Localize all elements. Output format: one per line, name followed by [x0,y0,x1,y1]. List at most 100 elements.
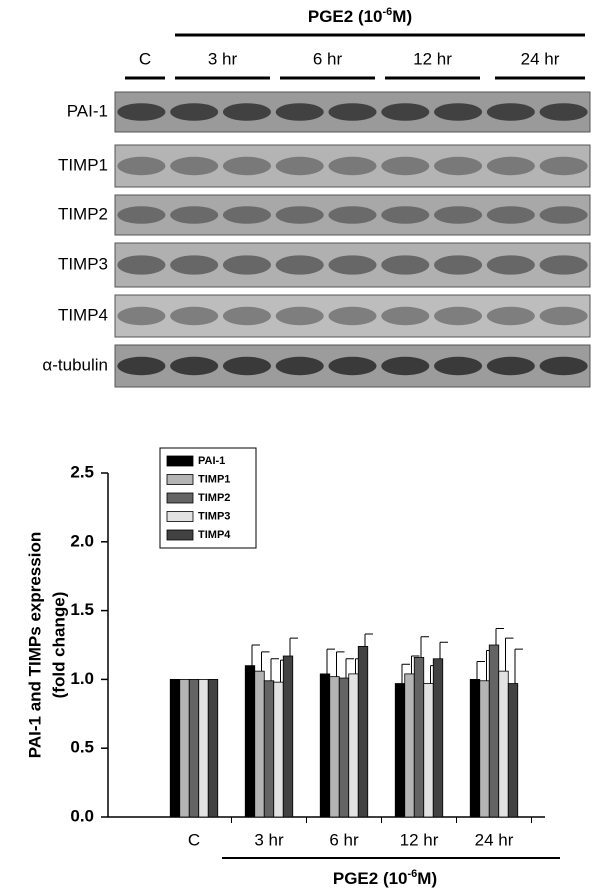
bar [498,670,509,818]
blot-band [381,103,430,121]
bar [179,679,190,818]
row-label: TIMP2 [58,204,108,223]
blot-band [275,156,324,176]
blot-band [434,156,483,176]
y-tick-label: 1.5 [70,600,94,619]
blot-band [486,356,535,376]
blot-title: PGE2 (10-6M) [308,6,412,27]
blot-band [434,206,483,224]
blot-band [170,156,219,176]
bar [282,655,294,818]
x-tick-label: 24 hr [475,830,514,849]
blot-band [381,156,430,176]
y-tick-label: 0.0 [70,806,94,825]
blot-band [170,356,219,376]
bar [244,665,256,818]
lane-label: 24 hr [521,49,560,68]
blot-band [328,156,377,176]
blot-band [486,255,535,275]
bar [263,680,275,818]
x-label-text: PGE2 (10 [333,869,408,888]
row-label: α-tubulin [42,355,108,374]
blot-band [434,255,483,275]
blot-band [275,356,324,376]
blot-band [539,356,588,376]
bar [338,677,350,818]
blot-band [539,103,588,121]
bar [207,679,219,818]
row-label: PAI-1 [67,101,108,120]
bar [348,673,359,818]
blot-band [222,156,271,176]
bar [413,656,425,818]
legend-label: PAI-1 [198,455,225,467]
bar [394,683,406,818]
y-tick-label: 2.0 [70,531,94,550]
bar [198,679,209,818]
blot-band [170,255,219,275]
blot-band [539,156,588,176]
bar [469,679,481,818]
x-tick-label: 6 hr [329,830,359,849]
bar [423,683,434,818]
legend-swatch [166,511,194,522]
blot-band [117,356,166,376]
row-label: TIMP1 [58,155,108,174]
blot-band [486,156,535,176]
bar [254,670,265,818]
blot-band [222,356,271,376]
blot-band [117,156,166,176]
y-axis-label: PAI-1 and TIMPs expression [25,532,44,758]
legend-label: TIMP3 [198,510,230,522]
blot-band [222,103,271,121]
blot-band [117,206,166,224]
blot-band [539,255,588,275]
bar [357,645,369,818]
blot-band [222,255,271,275]
x-tick-label: C [188,830,200,849]
blot-band [381,356,430,376]
bar [273,681,284,818]
bar [319,673,331,818]
lane-label: 3 hr [208,49,238,68]
legend-swatch [166,455,194,467]
bar [404,673,415,818]
legend-label: TIMP2 [198,492,230,504]
blot-band [486,306,535,326]
x-label-sup: -6 [408,868,418,880]
blot-title-text: M) [392,7,412,26]
bar [432,658,444,818]
y-tick-label: 0.5 [70,738,94,757]
x-axis-label: PGE2 (10-6M) [333,868,437,889]
blot-band [381,306,430,326]
legend-swatch [166,492,194,504]
lane-label: 6 hr [313,49,343,68]
y-axis-label: (fold change) [49,592,68,699]
blot-band [539,306,588,326]
blot-band [434,356,483,376]
legend-swatch [166,474,194,485]
blot-band [328,206,377,224]
blot-band [117,103,166,121]
x-tick-label: 3 hr [254,830,284,849]
blot-band [486,103,535,121]
blot-title-sup: -6 [383,6,393,18]
blot-band [117,255,166,275]
blot-band [381,206,430,224]
bar [188,679,200,818]
blot-band [328,103,377,121]
y-tick-label: 2.5 [70,462,94,481]
row-label: TIMP3 [58,254,108,273]
blot-band [381,255,430,275]
blot-band [275,306,324,326]
legend-label: TIMP4 [198,529,231,541]
bar [479,680,490,818]
blot-band [486,206,535,224]
blot-band [117,306,166,326]
blot-band [434,103,483,121]
legend-label: TIMP1 [198,473,230,485]
x-label-text: M) [417,869,437,888]
blot-band [222,306,271,326]
legend-swatch [166,529,194,541]
